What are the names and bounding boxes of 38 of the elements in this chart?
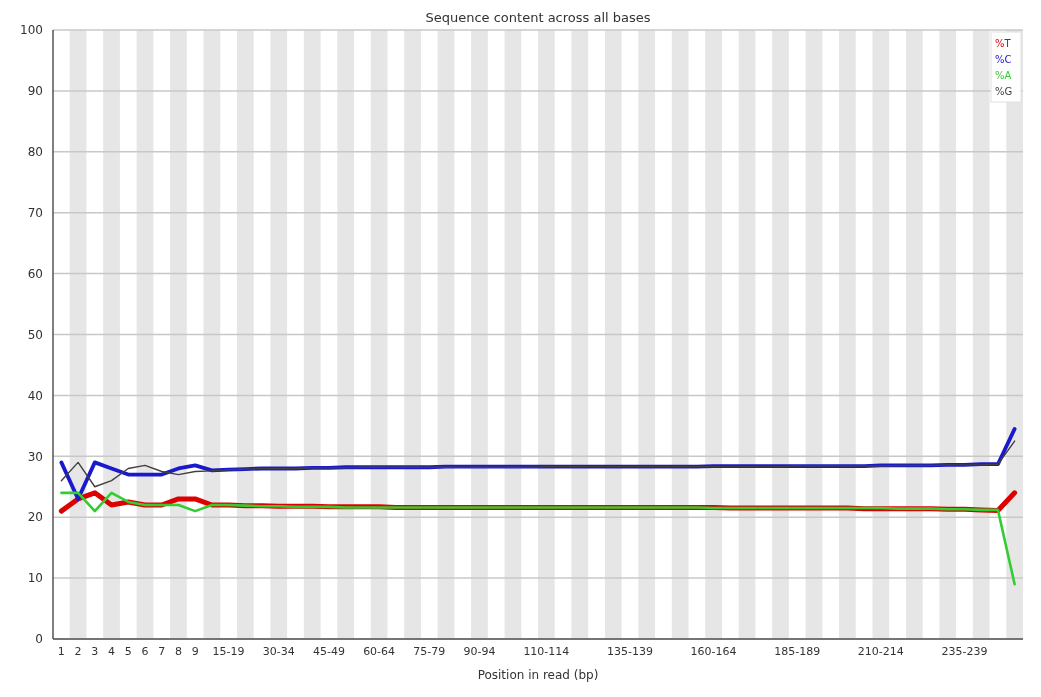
text: %G xyxy=(995,86,1013,97)
text: %A xyxy=(995,70,1012,81)
x-tick-label: 210-214 xyxy=(857,645,904,658)
x-axis-title: Position in read (bp) xyxy=(477,668,599,682)
y-tick-label: 90 xyxy=(27,84,43,99)
x-tick-label: 235-239 xyxy=(941,645,988,658)
y-tick-label: 30 xyxy=(27,449,43,464)
text: %C xyxy=(995,54,1012,65)
x-tick-label: 7 xyxy=(158,645,166,658)
x-tick-label: 8 xyxy=(174,645,182,658)
y-tick-label: 20 xyxy=(27,510,43,525)
x-tick-label: 3 xyxy=(91,645,99,658)
y-tick-label: 70 xyxy=(27,205,43,220)
x-tick-label: 1 xyxy=(57,645,65,658)
y-tick-label: 10 xyxy=(27,571,43,586)
text: %T xyxy=(995,38,1012,49)
x-tick-label: 9 xyxy=(191,645,199,658)
x-tick-label: 45-49 xyxy=(312,645,345,658)
y-tick-label: 60 xyxy=(27,266,43,281)
x-tick-label: 30-34 xyxy=(262,645,295,658)
x-tick-label: 135-139 xyxy=(607,645,653,658)
y-tick-label: 0 xyxy=(35,632,43,647)
x-tick-label: 110-114 xyxy=(523,645,570,658)
y-tick-label: 80 xyxy=(27,145,43,159)
chart-title: Sequence content across all bases xyxy=(425,10,651,25)
x-tick-label: 185-189 xyxy=(774,645,821,658)
x-tick-label: 75-79 xyxy=(413,645,446,658)
x-tick-label: 90-94 xyxy=(463,645,496,658)
y-tick-label: 100 xyxy=(20,23,43,38)
x-tick-label: 60-64 xyxy=(363,645,396,658)
x-tick-label: 15-19 xyxy=(212,645,245,658)
x-tick-label: 2 xyxy=(74,645,82,658)
x-tick-label: 160-164 xyxy=(690,645,737,658)
y-tick-label: 40 xyxy=(27,388,43,403)
x-tick-label: 6 xyxy=(141,645,149,658)
y-tick-label: 50 xyxy=(27,327,43,342)
x-tick-label: 4 xyxy=(108,645,116,658)
x-tick-label: 5 xyxy=(124,645,132,658)
